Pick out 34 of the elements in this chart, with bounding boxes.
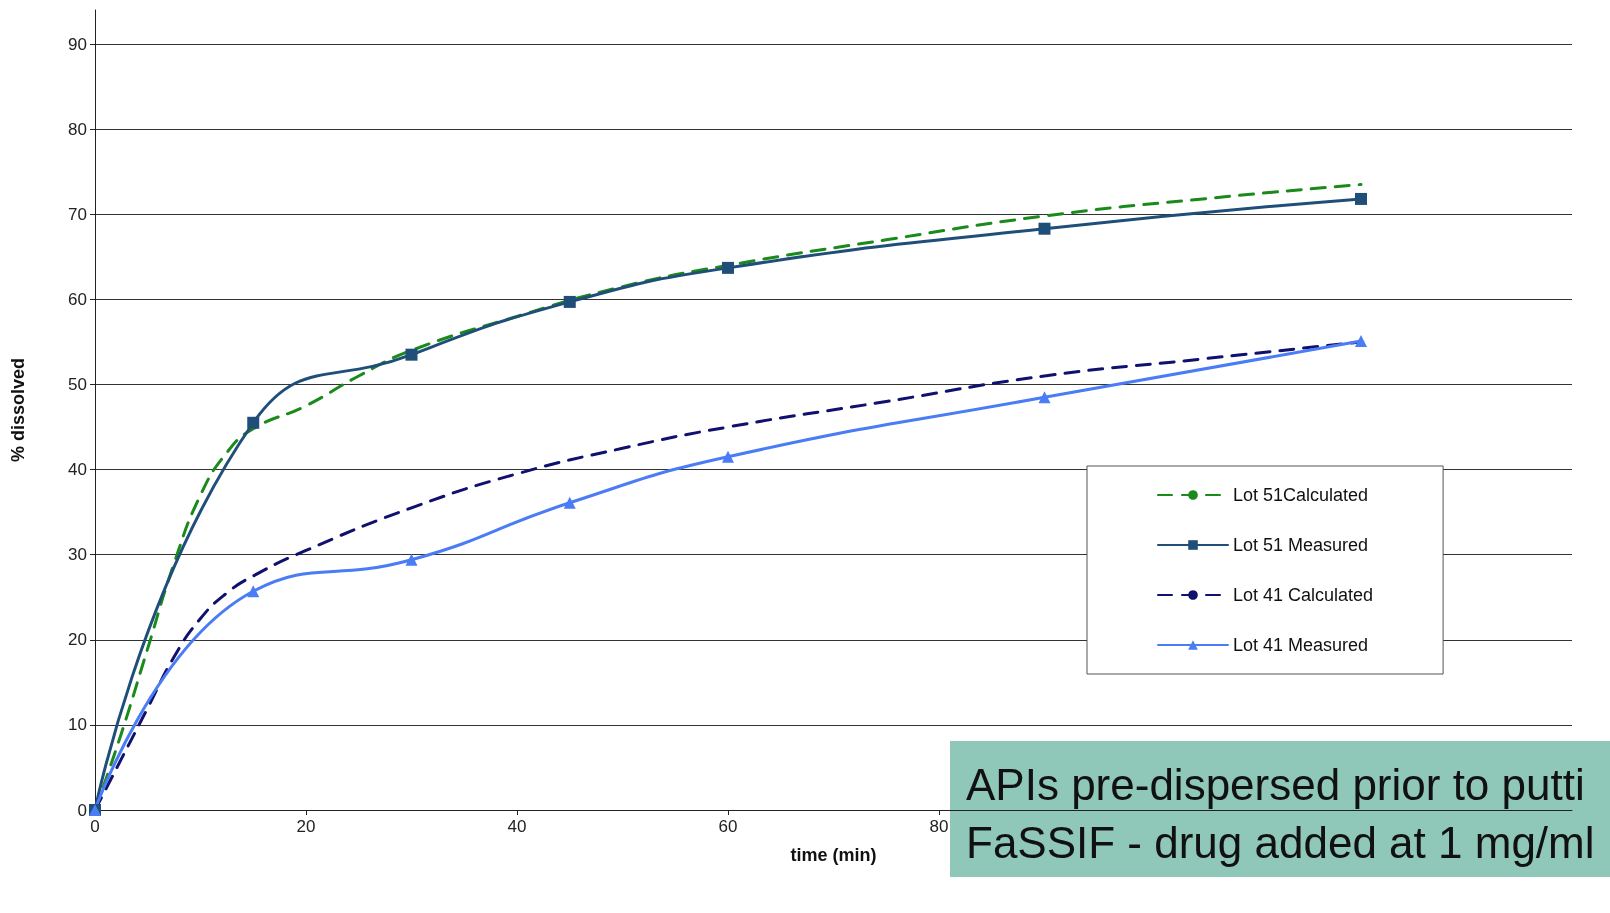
x-tick-label: 0	[90, 817, 100, 836]
x-tick-label: 40	[507, 817, 527, 836]
point	[1355, 335, 1367, 348]
y-tick-label: 10	[68, 715, 87, 735]
point	[563, 295, 576, 308]
legend-label: Lot 41 Calculated	[1233, 585, 1374, 605]
point	[405, 553, 418, 566]
legend-label: Lot 51 Measured	[1233, 535, 1369, 555]
y-tick-label: 0	[77, 800, 87, 820]
y-tick-label: 30	[68, 545, 87, 565]
y-tick-label: 40	[68, 460, 87, 480]
y-tick-label: 80	[68, 119, 87, 139]
x-axis-title: time (min)	[790, 845, 877, 865]
x-tick-label: 80	[929, 817, 949, 836]
y-tick-label: 70	[68, 204, 87, 224]
point	[722, 450, 734, 463]
point	[1038, 222, 1051, 235]
point	[247, 585, 260, 598]
legend-label: Lot 41 Measured	[1233, 635, 1369, 655]
point	[722, 261, 734, 274]
point	[247, 416, 260, 429]
y-tick-label: 90	[68, 34, 87, 54]
x-tick-label: 20	[296, 817, 316, 836]
point	[405, 348, 418, 361]
point	[563, 496, 576, 509]
y-tick-label: 50	[68, 374, 87, 394]
point	[1038, 391, 1051, 404]
y-tick-label: 60	[68, 289, 87, 309]
x-tick-label: 60	[718, 817, 738, 836]
legend-label: Lot 51Calculated	[1233, 485, 1369, 505]
y-axis-title: % dissolved	[8, 357, 28, 463]
y-tick-label: 20	[68, 630, 87, 650]
point	[1355, 192, 1367, 205]
annotation: APIs pre-dispersed prior to putti FaSSIF - drug added at 1 mg/ml	[966, 759, 1595, 867]
